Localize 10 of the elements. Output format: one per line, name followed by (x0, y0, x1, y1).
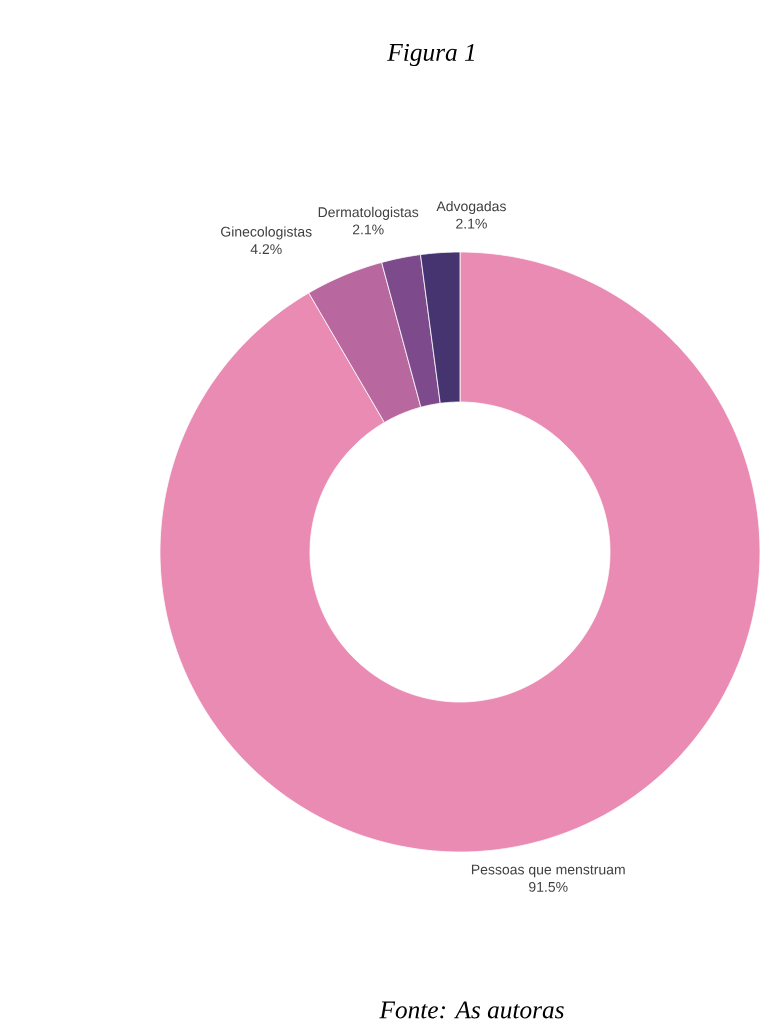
slice-label: Pessoas que menstruam (471, 864, 625, 878)
data-label: 2.1% (456, 218, 487, 229)
slice-label: Ginecologistas (221, 226, 312, 240)
slice-label: Advogadas (436, 200, 506, 215)
data-label: 4.2% (250, 244, 282, 254)
slice-label: Dermatologistas (318, 206, 419, 220)
data-label: 2.1% (352, 224, 384, 235)
data-label: 91.5% (529, 881, 568, 892)
chart-title: Figura 1 (387, 43, 474, 67)
source-note: Fonte: As autoras (379, 1001, 564, 1019)
